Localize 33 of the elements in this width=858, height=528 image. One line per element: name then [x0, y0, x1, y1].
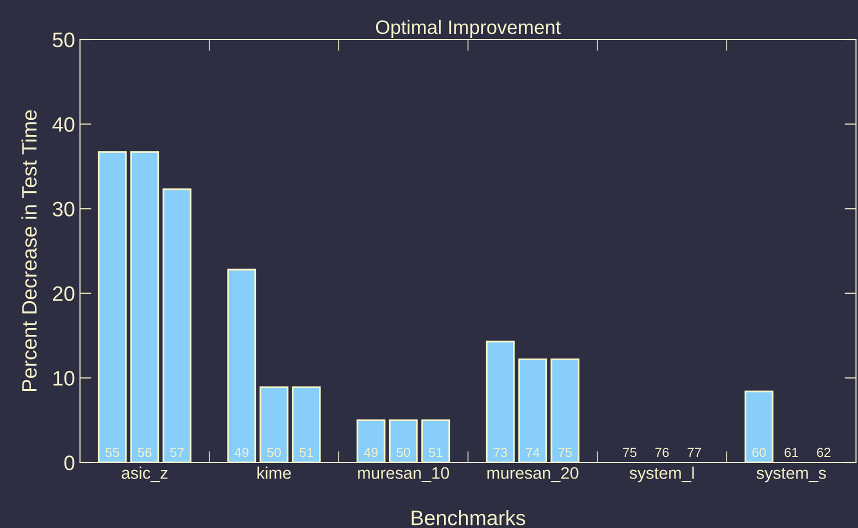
annotation: 74	[526, 448, 540, 457]
annotation: 51	[428, 448, 442, 458]
y-tick-label: 10	[54, 370, 74, 386]
x-tick-label: system_s	[756, 468, 826, 482]
annotation: 51	[300, 448, 314, 458]
annotation: 49	[234, 448, 248, 458]
annotation: 50	[267, 448, 281, 458]
x-tick-label: asic_z	[122, 466, 168, 482]
annotation: 49	[364, 448, 378, 458]
y-tick-label: 0	[64, 456, 74, 470]
y-tick-label: 20	[53, 286, 74, 302]
y-tick-label: 50	[52, 32, 74, 48]
x-tick-label: system_l	[630, 466, 694, 482]
annotation: 55	[106, 448, 120, 458]
y-axis-title: Percent Decrease in Test Time	[21, 110, 37, 391]
x-tick-label: muresan_10	[358, 467, 450, 482]
chart-title: Optimal Improvement	[376, 20, 561, 38]
annotation: 62	[817, 448, 830, 458]
x-tick-label: kime	[258, 466, 291, 479]
annotation: 56	[138, 448, 152, 458]
annotation: 73	[494, 448, 508, 458]
annotation: 60	[752, 448, 766, 458]
annotation: 57	[170, 448, 184, 458]
y-tick-label: 30	[52, 202, 74, 216]
x-tick-label: muresan_20	[487, 467, 578, 482]
annotation: 61	[784, 448, 798, 458]
annotation: 75	[558, 448, 572, 458]
y-tick-label: 40	[52, 117, 74, 132]
annotation: 77	[688, 448, 702, 457]
annotation: 75	[623, 448, 636, 458]
annotation: 50	[396, 448, 410, 458]
x-axis-title: Benchmarks	[412, 510, 526, 526]
annotation: 76	[655, 448, 669, 458]
